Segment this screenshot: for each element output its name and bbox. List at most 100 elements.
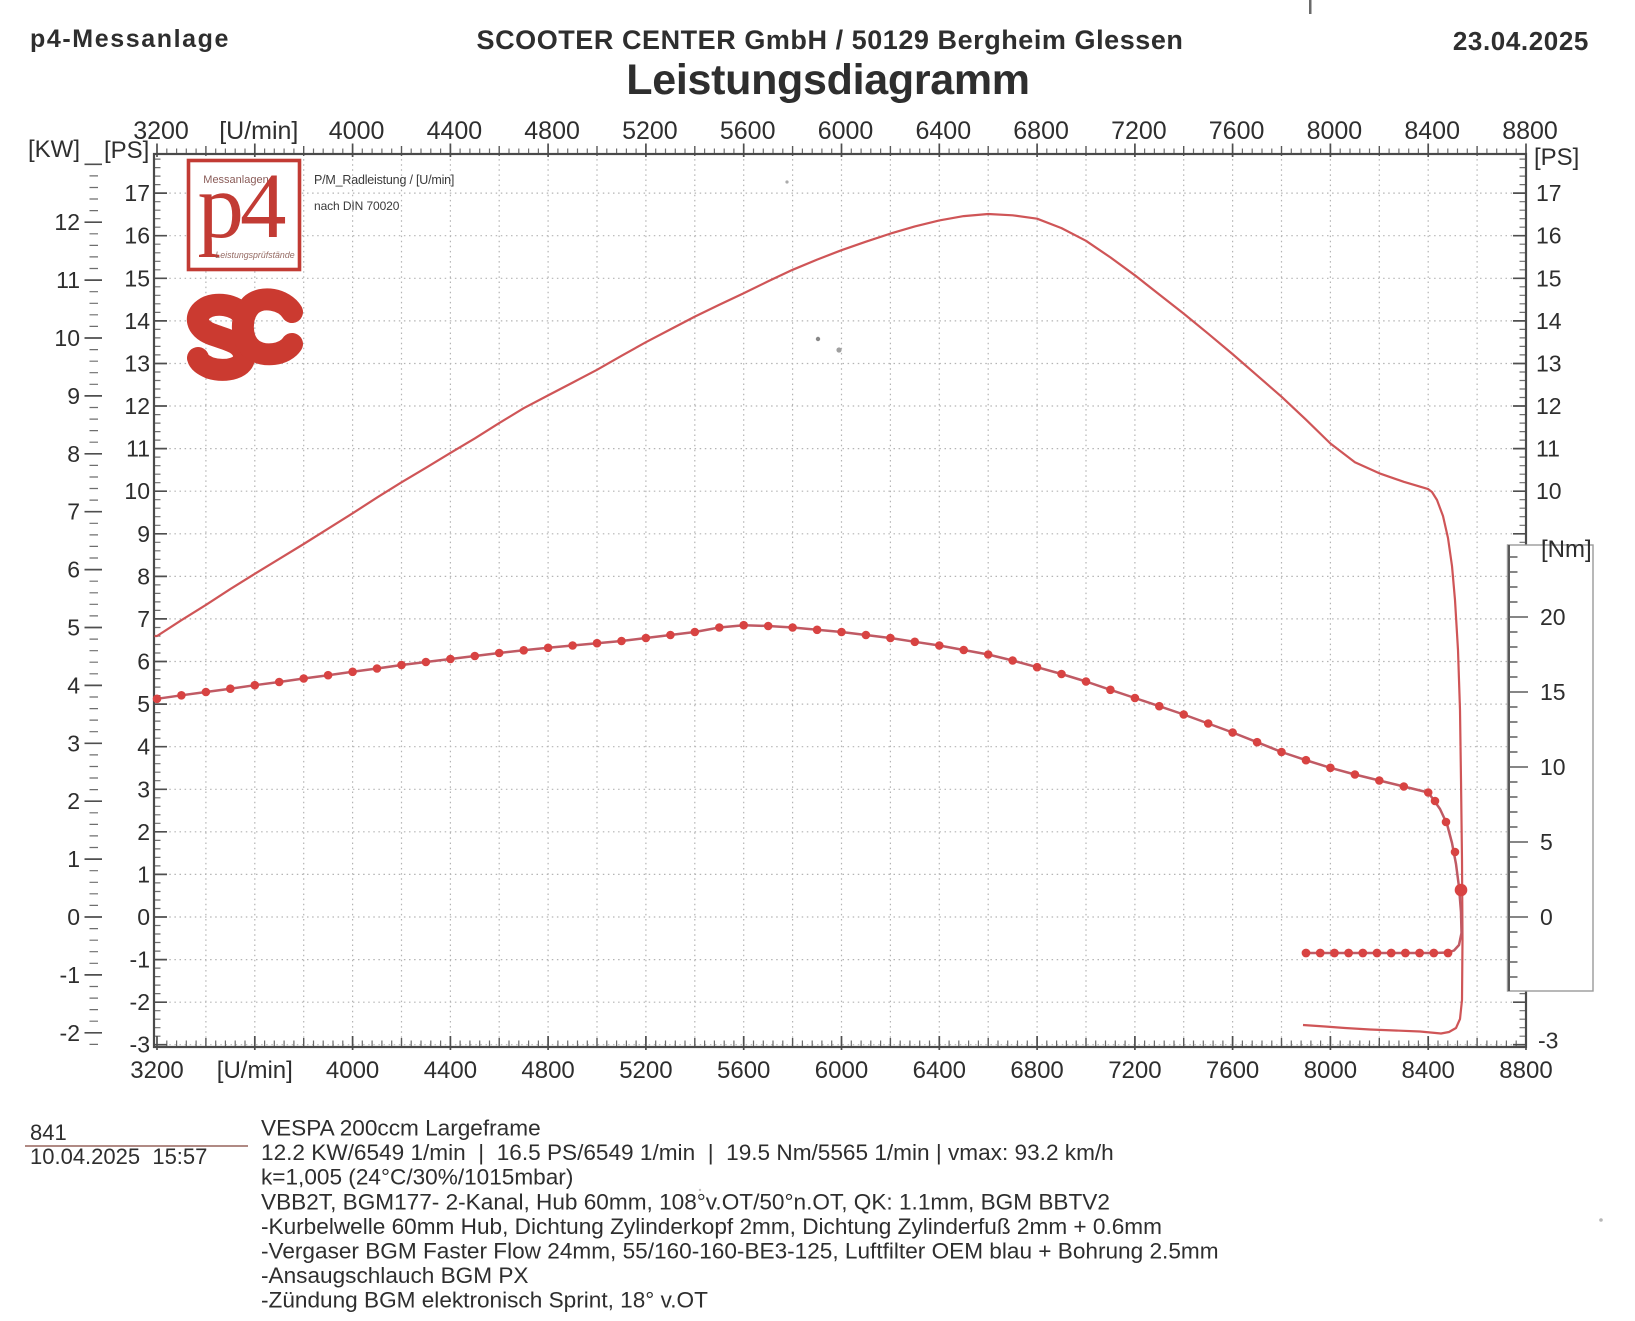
svg-text:8000: 8000	[1307, 117, 1363, 145]
svg-text:11: 11	[126, 436, 150, 462]
svg-text:10: 10	[1536, 478, 1562, 504]
svg-text:k=1,005 (24°C/30%/1015mbar): k=1,005 (24°C/30%/1015mbar)	[261, 1165, 573, 1190]
svg-text:8: 8	[137, 563, 150, 589]
svg-text:Leistungsprüfstände: Leistungsprüfstände	[215, 250, 294, 260]
svg-text:8800: 8800	[1502, 117, 1558, 145]
svg-text:12.2 KW/6549 1/min | 16.5 PS: 12.2 KW/6549 1/min | 16.5 PS/6549 1/min …	[261, 1140, 1114, 1165]
svg-text:6000: 6000	[818, 117, 874, 145]
svg-text:[U/min]: [U/min]	[219, 117, 298, 145]
svg-text:6: 6	[137, 649, 150, 675]
svg-text:7200: 7200	[1111, 117, 1167, 145]
svg-text:4400: 4400	[424, 1057, 477, 1084]
svg-text:16: 16	[1536, 223, 1562, 249]
svg-text:-2: -2	[130, 989, 150, 1015]
svg-text:5: 5	[137, 691, 150, 717]
svg-text:Leistungsdiagramm: Leistungsdiagramm	[626, 56, 1029, 104]
svg-text:8000: 8000	[1304, 1057, 1357, 1084]
svg-text:6400: 6400	[913, 1057, 966, 1084]
svg-text:7: 7	[137, 606, 150, 632]
svg-text:4000: 4000	[329, 117, 385, 145]
svg-text:6000: 6000	[815, 1057, 868, 1084]
svg-text:-1: -1	[60, 962, 80, 988]
svg-text:0: 0	[137, 904, 150, 930]
svg-text:841: 841	[30, 1120, 67, 1145]
svg-text:23.04.2025: 23.04.2025	[1453, 26, 1589, 56]
svg-text:-1: -1	[130, 947, 150, 973]
svg-text:11: 11	[1536, 436, 1560, 462]
svg-text:12: 12	[1536, 393, 1562, 419]
svg-text:-3: -3	[1538, 1028, 1558, 1054]
svg-text:17: 17	[1536, 180, 1562, 206]
svg-text:5: 5	[67, 615, 80, 641]
svg-text:7600: 7600	[1206, 1057, 1259, 1084]
svg-text:-2: -2	[60, 1020, 80, 1046]
svg-text:-Kurbelwelle 60mm Hub, Dichtun: -Kurbelwelle 60mm Hub, Dichtung Zylinder…	[261, 1214, 1162, 1239]
svg-text:1: 1	[137, 861, 150, 887]
svg-text:3: 3	[137, 776, 150, 802]
svg-text:3: 3	[67, 730, 80, 756]
svg-text:[PS]: [PS]	[1534, 144, 1579, 171]
svg-text:2: 2	[137, 819, 150, 845]
svg-text:[KW]: [KW]	[28, 136, 80, 163]
svg-text:0: 0	[1540, 904, 1553, 930]
svg-text:15: 15	[1536, 265, 1562, 291]
svg-text:10: 10	[1540, 754, 1566, 780]
svg-text:15: 15	[1540, 679, 1566, 705]
svg-text:7600: 7600	[1209, 117, 1265, 145]
svg-text:13: 13	[124, 351, 150, 377]
svg-text:8400: 8400	[1402, 1057, 1455, 1084]
svg-text:10: 10	[124, 478, 150, 504]
svg-text:14: 14	[124, 308, 150, 334]
svg-text:17: 17	[124, 180, 150, 206]
svg-text:8: 8	[67, 441, 80, 467]
svg-text:3200: 3200	[133, 117, 189, 145]
svg-text:P/M_Radleistung / [U/min]: P/M_Radleistung / [U/min]	[314, 173, 454, 187]
svg-text:7: 7	[67, 499, 80, 525]
svg-text:8800: 8800	[1499, 1057, 1552, 1084]
svg-text:12: 12	[124, 393, 150, 419]
svg-text:13: 13	[1536, 351, 1562, 377]
svg-text:p4: p4	[198, 155, 287, 258]
svg-text:0: 0	[67, 904, 80, 930]
svg-text:-3: -3	[130, 1032, 150, 1058]
svg-text:[Nm]: [Nm]	[1541, 536, 1592, 563]
svg-text:5600: 5600	[720, 117, 776, 145]
svg-text:11: 11	[56, 267, 80, 293]
svg-text:4: 4	[137, 734, 150, 760]
svg-text:-Ansaugschlauch BGM PX: -Ansaugschlauch BGM PX	[261, 1263, 529, 1288]
svg-text:VESPA 200ccm Largeframe: VESPA 200ccm Largeframe	[261, 1116, 541, 1141]
svg-text:8400: 8400	[1404, 117, 1460, 145]
svg-text:14: 14	[1536, 308, 1562, 334]
svg-text:nach DIN 70020: nach DIN 70020	[314, 199, 400, 213]
svg-text:6400: 6400	[915, 117, 971, 145]
svg-text:5: 5	[1540, 829, 1553, 855]
svg-text:15: 15	[124, 265, 150, 291]
svg-text:4: 4	[67, 672, 80, 698]
svg-text:6800: 6800	[1013, 117, 1069, 145]
svg-text:9: 9	[137, 521, 150, 547]
svg-text:[PS]: [PS]	[104, 137, 149, 164]
svg-text:20: 20	[1540, 604, 1566, 630]
svg-text:12: 12	[54, 209, 80, 235]
svg-text:2: 2	[67, 788, 80, 814]
svg-text:5200: 5200	[622, 117, 678, 145]
svg-text:9: 9	[67, 383, 80, 409]
svg-text:5200: 5200	[619, 1057, 672, 1084]
svg-text:4800: 4800	[521, 1057, 574, 1084]
svg-text:6: 6	[67, 557, 80, 583]
svg-text:VBB2T, BGM177- 2-Kanal, Hub 60: VBB2T, BGM177- 2-Kanal, Hub 60mm, 108°v.…	[261, 1189, 1110, 1214]
svg-text:4800: 4800	[524, 117, 580, 145]
svg-text:10.04.2025 15:57: 10.04.2025 15:57	[30, 1144, 207, 1169]
svg-text:p4-Messanlage: p4-Messanlage	[30, 25, 230, 53]
svg-text:6800: 6800	[1010, 1057, 1063, 1084]
svg-text:5600: 5600	[717, 1057, 770, 1084]
svg-text:Messanlagen: Messanlagen	[203, 174, 268, 186]
svg-text:7200: 7200	[1108, 1057, 1161, 1084]
svg-text:4000: 4000	[326, 1057, 379, 1084]
svg-text:3200: 3200	[130, 1057, 183, 1084]
svg-text:-Zündung BGM elektronisch Spri: -Zündung BGM elektronisch Sprint, 18° v.…	[261, 1288, 708, 1313]
svg-text:10: 10	[54, 325, 80, 351]
svg-text:4400: 4400	[427, 117, 483, 145]
svg-text:-Vergaser BGM Faster Flow 24mm: -Vergaser BGM Faster Flow 24mm, 55/160-1…	[261, 1239, 1219, 1264]
svg-text:[U/min]: [U/min]	[217, 1057, 293, 1084]
